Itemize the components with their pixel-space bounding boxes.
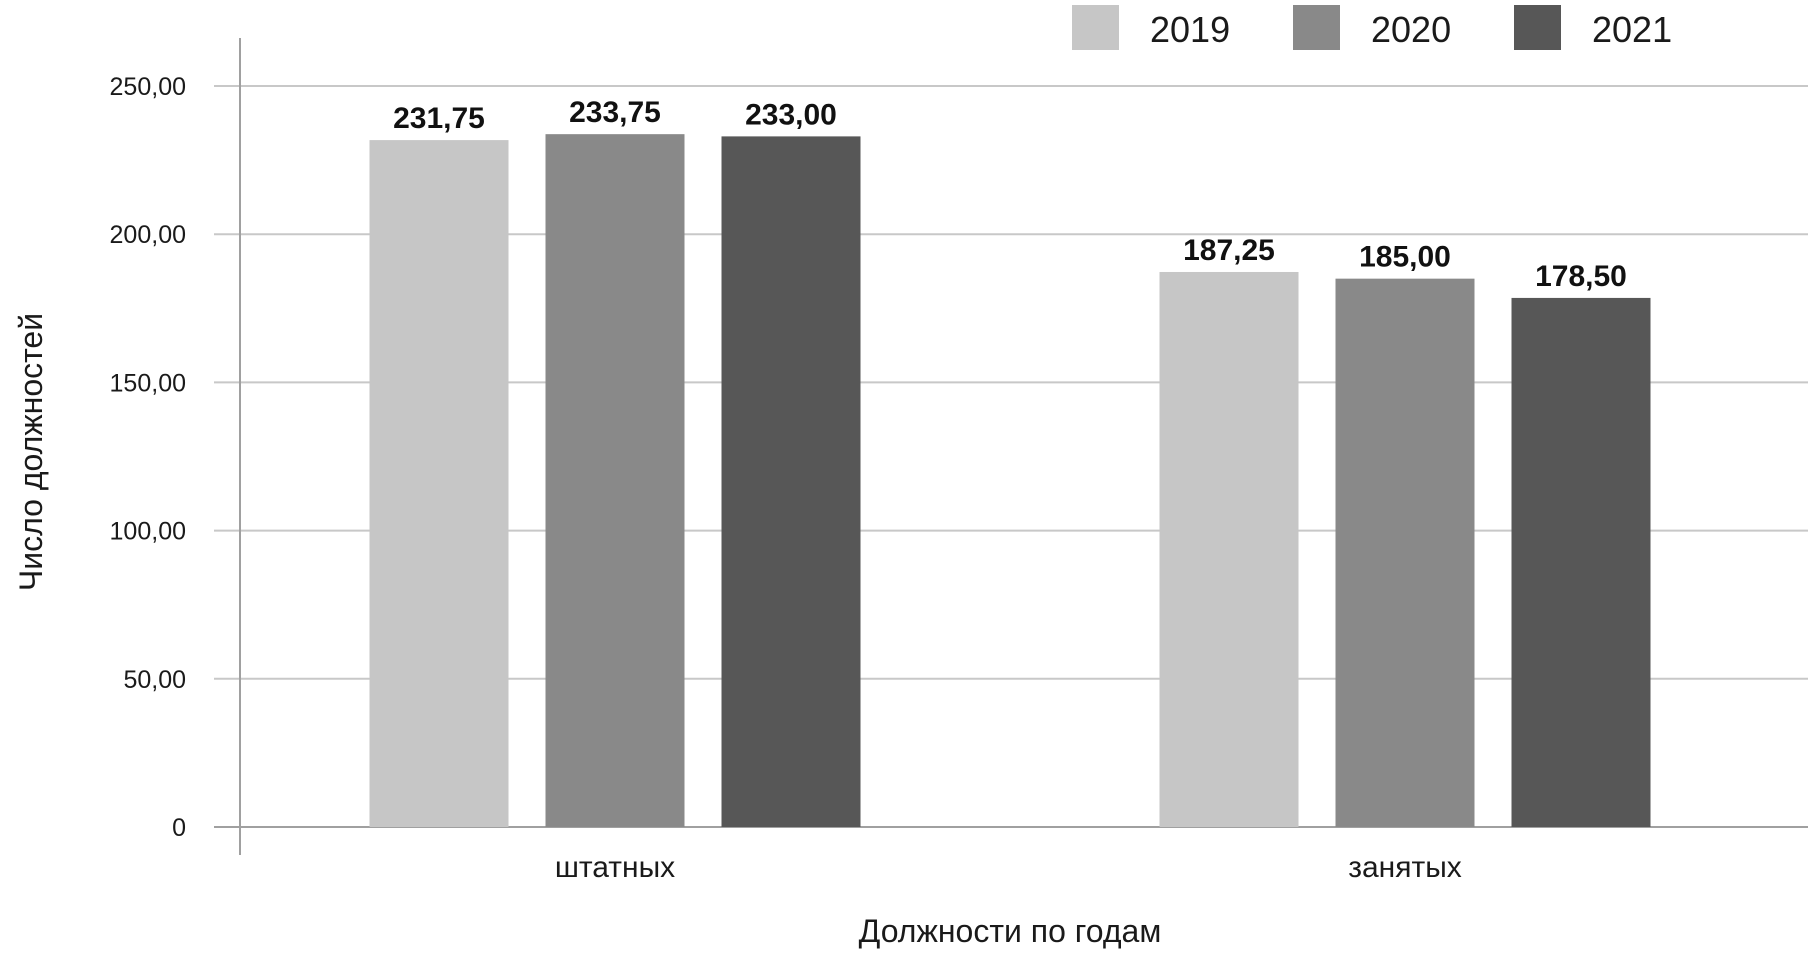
y-axis-title: Число должностей — [13, 313, 49, 591]
bar-2020-1 — [1335, 278, 1475, 827]
data-labels: 231,75 233,75 233,00 187,25 185,00 178,50 — [393, 96, 1627, 293]
y-tick-label: 200,00 — [110, 221, 186, 249]
bar-2019-1 — [1159, 271, 1299, 828]
x-category-label: штатных — [555, 851, 675, 884]
data-label: 187,25 — [1183, 234, 1275, 267]
y-tick-label: 150,00 — [110, 369, 186, 397]
legend-swatch-2020 — [1293, 5, 1340, 50]
legend-label-2019: 2019 — [1150, 9, 1230, 50]
bar-2019-0 — [369, 140, 509, 827]
y-tick-label: 100,00 — [110, 518, 186, 546]
axes: 0 50,00 100,00 150,00 200,00 250,00 штатных зан… — [110, 38, 1462, 884]
y-tick-label: 50,00 — [123, 666, 186, 694]
data-label: 178,50 — [1535, 260, 1627, 293]
x-axis-title: Должности по годам — [859, 913, 1162, 949]
y-tick-label: 250,00 — [110, 73, 186, 101]
bar-2021-1 — [1511, 297, 1651, 827]
data-label: 185,00 — [1359, 241, 1451, 274]
data-label: 233,00 — [745, 98, 837, 131]
bar-2021-0 — [721, 136, 861, 827]
data-label: 233,75 — [569, 96, 661, 129]
legend: 2019 2020 2021 — [1072, 5, 1672, 50]
bars — [369, 134, 1651, 828]
y-tick-label: 0 — [172, 814, 186, 842]
data-label: 231,75 — [393, 102, 485, 135]
bar-2020-0 — [545, 134, 685, 828]
x-category-label: занятых — [1348, 851, 1462, 884]
legend-swatch-2019 — [1072, 5, 1119, 50]
legend-label-2021: 2021 — [1592, 9, 1672, 50]
legend-label-2020: 2020 — [1371, 9, 1451, 50]
legend-swatch-2021 — [1514, 5, 1561, 50]
